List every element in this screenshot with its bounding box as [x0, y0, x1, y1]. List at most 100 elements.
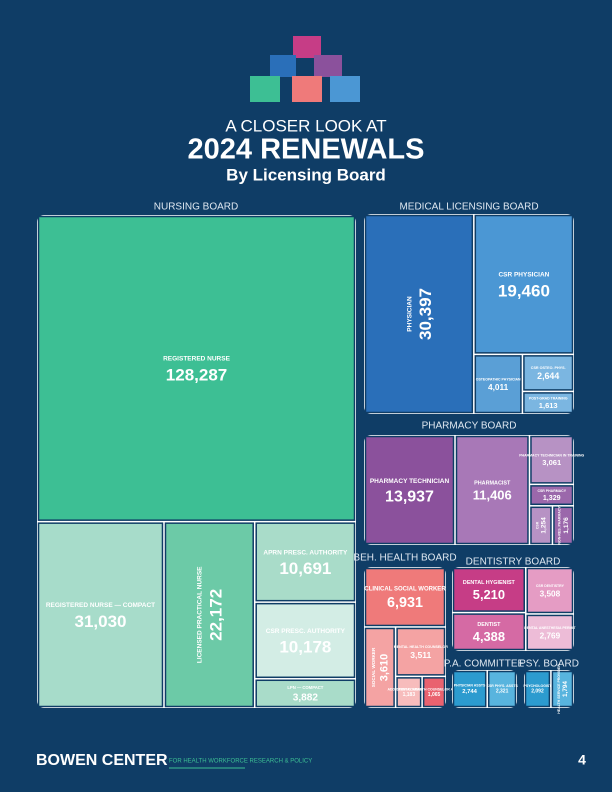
tile — [530, 485, 574, 506]
tile-value: 30,397 — [416, 288, 435, 340]
tile-value: 13,937 — [385, 488, 434, 505]
tile-name: LICENSED PRACTICAL NURSE — [197, 566, 204, 663]
tile — [530, 506, 552, 545]
tile-name: PHARMACY TECHNICIAN IN TRAINING — [519, 453, 584, 457]
tile — [37, 522, 164, 708]
tile-name: CSR — [535, 521, 539, 529]
tile — [452, 613, 526, 651]
tile-value: 3,061 — [542, 458, 561, 467]
tile-name: DENTAL ANESTHESIA PERMIT — [524, 626, 576, 630]
subtitle: By Licensing Board — [226, 165, 386, 184]
tile-name: REGISTERED NURSE — [163, 356, 230, 363]
tile-label: SOCIAL WORKER 3,610 — [371, 647, 391, 687]
tile-label: CSR OSTEO. PHYS.2,644 — [531, 366, 566, 381]
tile-label: APRN PRESC. AUTHORITY 10,691 — [263, 549, 348, 578]
tile-value: 19,460 — [498, 281, 550, 300]
tile-label: HEALTH SERVICE PROVIDER 1,794 — [557, 664, 569, 714]
tile — [526, 614, 574, 651]
tile-name: HEALTH SERVICE PROVIDER — [557, 664, 561, 714]
tile-name: PHYSICIAN — [406, 296, 413, 332]
tile — [255, 522, 356, 602]
tile — [452, 670, 487, 708]
tile-name: APRN PRESC. AUTHORITY — [263, 549, 348, 556]
group-label: MEDICAL LICENSING BOARD — [399, 202, 538, 213]
tile-value: 128,287 — [166, 365, 227, 384]
tile — [364, 567, 446, 627]
tile-value: 3,882 — [293, 693, 319, 704]
tile-label: CSR PHYSICIAN 19,460 — [498, 272, 550, 301]
tile — [551, 670, 574, 708]
tile-value: 1,065 — [428, 692, 441, 698]
tile-value: 3,610 — [379, 654, 391, 682]
tile-value: 4,388 — [473, 629, 505, 644]
tile-value: 2,744 — [462, 689, 477, 695]
tile — [164, 522, 254, 708]
tile — [364, 214, 474, 414]
tile — [364, 627, 395, 708]
tile-value: 22,172 — [206, 589, 225, 641]
tile-value: 2,769 — [540, 631, 561, 640]
tile-label: NON-RES. PHARMACY 1,176 — [558, 506, 570, 545]
group-label: BEH. HEALTH BOARD — [353, 553, 456, 564]
tile-label: CSR 1,254 — [535, 517, 547, 534]
tile-value: 5,210 — [473, 587, 505, 602]
tile-value: 11,406 — [473, 487, 512, 502]
tile — [530, 435, 574, 484]
tile-name: PHYSICIAN ASSTS — [454, 684, 486, 688]
tile-value: 1,254 — [541, 517, 548, 534]
tile-label: REGISTERED NURSE — COMPACT 31,030 — [46, 602, 155, 631]
tile-name: PHARMACY TECHNICIAN — [370, 478, 450, 485]
tile-name: CSR PHARMACY — [537, 489, 566, 493]
tile — [526, 567, 574, 614]
tile — [474, 355, 522, 414]
tile-value: 10,178 — [279, 638, 331, 657]
tile — [37, 215, 356, 521]
tile-name: CSR PHYS. ASSTS — [486, 684, 518, 688]
tile-label: LICENSED PRACTICAL NURSE 22,172 — [197, 566, 226, 663]
tile-value: 2,092 — [531, 689, 544, 695]
logo — [250, 36, 360, 102]
tile — [474, 214, 574, 354]
tile-label: CLINICAL SOCIAL WORKER 6,931 — [364, 587, 446, 612]
tile-value: 4,011 — [488, 382, 509, 392]
tile-name: PSYCHOLOGIST — [524, 684, 553, 688]
tile-name: MENTAL HEALTH COUNSELOR ASSOCIATE — [397, 687, 471, 691]
tile-label: LPN — COMPACT 3,882 — [287, 685, 323, 704]
tile — [422, 677, 446, 708]
tile-label: PHARMACY TECHNICIAN 13,937 — [370, 478, 450, 505]
tile-name: ADDICTION COUNSELOR — [387, 687, 430, 691]
tile-value: 1,613 — [539, 401, 558, 410]
tile-value: 3,508 — [540, 589, 561, 598]
tile — [524, 670, 551, 708]
tile-value: 10,691 — [279, 559, 331, 578]
tile-value: 3,511 — [410, 650, 431, 660]
tile-name: OSTEOPATHIC PHYSICIAN — [476, 378, 521, 382]
tile — [487, 670, 517, 708]
tile — [523, 392, 574, 414]
group-label: PHARMACY BOARD — [422, 421, 517, 432]
tile — [455, 435, 529, 545]
tile-value: 1,183 — [403, 692, 416, 698]
tile-value: 2,644 — [537, 371, 559, 381]
tile-name: DENTIST — [477, 622, 501, 628]
tile-name: CLINICAL SOCIAL WORKER — [364, 587, 446, 593]
footer-brand: BOWEN CENTER — [36, 752, 168, 769]
tile-value: 1,794 — [562, 681, 569, 697]
tile — [553, 506, 574, 545]
group-label: NURSING BOARD — [154, 202, 238, 213]
tile-value: 6,931 — [387, 595, 423, 611]
pretitle: A CLOSER LOOK AT — [225, 116, 386, 135]
tile-value: 2,321 — [496, 689, 509, 695]
tile — [452, 567, 526, 612]
